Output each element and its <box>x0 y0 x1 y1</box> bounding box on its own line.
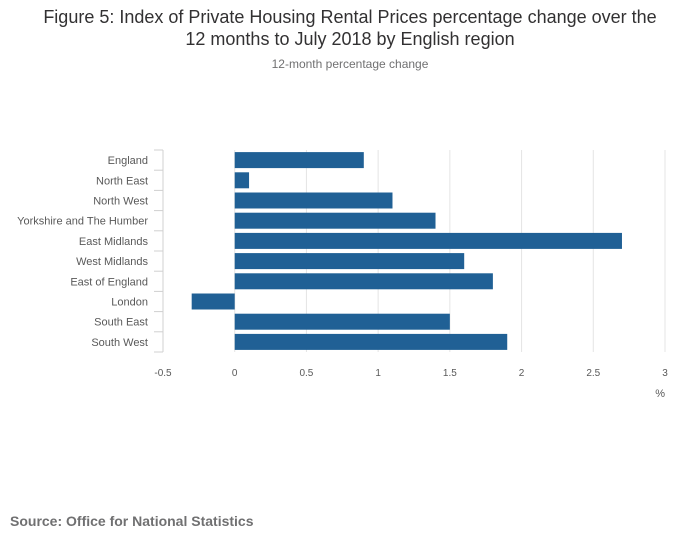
chart-title-line-2: 12 months to July 2018 by English region <box>185 29 515 49</box>
x-tick-label: 1 <box>375 368 381 379</box>
category-label: London <box>111 297 148 309</box>
bar-south-west <box>234 333 508 350</box>
category-label: North East <box>96 175 148 187</box>
x-tick-label: 3 <box>662 368 668 379</box>
bar-north-east <box>234 172 250 189</box>
category-label: East of England <box>70 276 148 288</box>
category-label: South West <box>91 337 148 349</box>
category-label: North West <box>93 196 148 208</box>
chart-title-line-1: Figure 5: Index of Private Housing Renta… <box>43 7 657 27</box>
x-tick-label: 2 <box>519 368 525 379</box>
category-label: Yorkshire and The Humber <box>17 216 148 228</box>
bar-england <box>234 152 364 169</box>
x-tick-label: 2.5 <box>586 368 600 379</box>
x-tick-label: 0 <box>232 368 238 379</box>
chart-title: Figure 5: Index of Private Housing Renta… <box>0 6 700 50</box>
chart-subtitle: 12-month percentage change <box>271 57 429 71</box>
category-label: South East <box>94 317 148 329</box>
bar-east-of-england <box>234 273 493 290</box>
x-tick-label: 0.5 <box>299 368 313 379</box>
x-axis-label: % <box>655 388 665 400</box>
bar-north-west <box>234 192 393 209</box>
category-label: England <box>108 155 148 167</box>
bar-london <box>191 293 235 310</box>
category-label: West Midlands <box>76 256 148 268</box>
bar-yorkshire-and-the-humber <box>234 212 436 229</box>
bar-east-midlands <box>234 232 622 249</box>
x-tick-label: 1.5 <box>443 368 457 379</box>
x-tick-label: -0.5 <box>154 368 172 379</box>
category-label: East Midlands <box>79 236 149 248</box>
bar-south-east <box>234 313 450 330</box>
source-note: Source: Office for National Statistics <box>10 513 254 529</box>
bar-west-midlands <box>234 253 465 270</box>
